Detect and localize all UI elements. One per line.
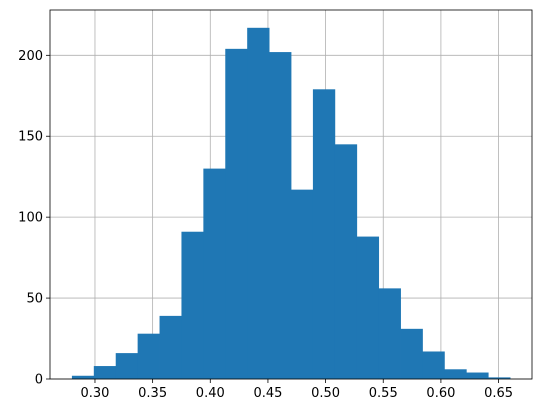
x-tick-label: 0.35 xyxy=(138,386,167,401)
histogram-bar-13 xyxy=(356,236,380,379)
histogram-bar-17 xyxy=(444,369,467,379)
histogram-bar-14 xyxy=(378,288,401,379)
y-tick-label: 100 xyxy=(18,211,43,226)
histogram-bar-9 xyxy=(269,52,292,379)
x-tick-label: 0.40 xyxy=(196,386,225,401)
histogram-bar-2 xyxy=(115,353,139,379)
x-tick-label: 0.45 xyxy=(253,386,282,401)
histogram-bar-11 xyxy=(312,89,336,379)
x-tick-label: 0.50 xyxy=(311,386,340,401)
histogram-bar-7 xyxy=(225,48,248,380)
histogram-bar-3 xyxy=(137,333,160,379)
y-tick-label: 0 xyxy=(35,373,43,388)
axes-frame xyxy=(49,9,533,380)
y-tick-label: 200 xyxy=(18,49,43,64)
bars-layer xyxy=(71,27,511,380)
histogram-bar-8 xyxy=(247,27,270,379)
x-tick-label: 0.30 xyxy=(80,386,109,401)
histogram-bar-0 xyxy=(71,375,95,379)
x-tick-label: 0.60 xyxy=(426,386,455,401)
histogram-bar-12 xyxy=(334,144,358,379)
x-tick-label: 0.65 xyxy=(484,386,513,401)
y-tick-label: 50 xyxy=(26,292,43,307)
y-tick-label: 150 xyxy=(18,130,43,145)
histogram-bar-10 xyxy=(291,189,314,379)
x-tick-label: 0.55 xyxy=(369,386,398,401)
y-axis: 0 50 100 150 200 xyxy=(18,49,50,388)
histogram-bar-15 xyxy=(400,328,423,379)
histogram-bar-1 xyxy=(93,366,117,379)
histogram-bar-4 xyxy=(159,315,182,379)
histogram-bar-19 xyxy=(488,377,511,379)
histogram-bar-6 xyxy=(203,168,226,379)
histogram-bar-16 xyxy=(422,351,445,379)
x-axis: 0.30 0.35 0.40 0.45 0.50 0.55 0.60 0.65 xyxy=(80,379,513,401)
histogram-bar-5 xyxy=(181,231,204,379)
axes-frame-layer xyxy=(49,9,533,380)
histogram-bar-18 xyxy=(466,372,489,379)
